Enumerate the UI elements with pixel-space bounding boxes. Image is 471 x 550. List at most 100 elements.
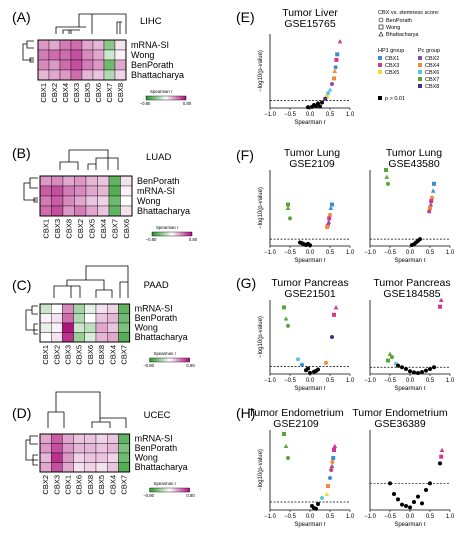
- data-point-circle: [318, 104, 322, 109]
- heatmap-cell: [97, 205, 110, 217]
- heatmap-column-label: CBX2: [41, 475, 50, 495]
- heatmap-cell: [39, 452, 52, 463]
- heatmap-column-label: CBX2: [76, 219, 85, 239]
- data-point-circle: [330, 335, 334, 339]
- heatmap-column-label: CBX8: [116, 83, 125, 103]
- heatmap-cell: [51, 195, 64, 207]
- colorbar-segment: [152, 96, 155, 100]
- heatmap-cell: [62, 175, 75, 187]
- data-point-circle: [329, 468, 334, 472]
- data-point-circle: [404, 504, 408, 508]
- legend-hp1-label: CBX3: [385, 63, 399, 69]
- heatmap-cell: [118, 433, 130, 444]
- x-tick-label: 0.0: [306, 250, 315, 256]
- colorbar-segment: [158, 96, 161, 100]
- data-point-square: [438, 304, 442, 309]
- colorbar-segment: [176, 232, 179, 236]
- data-point-square: [330, 202, 334, 207]
- x-tick-label: −1.0: [364, 250, 377, 256]
- heatmap-cell: [51, 452, 63, 463]
- x-tick-label: 0.0: [406, 378, 415, 384]
- legend-score-label: BenPorath: [386, 18, 412, 24]
- heatmap-cell: [107, 332, 119, 343]
- data-point-square: [429, 199, 434, 204]
- data-point-circle: [320, 100, 324, 105]
- colorbar-segment: [171, 358, 174, 362]
- heatmap-cell: [97, 195, 110, 207]
- data-point-triangle: [333, 305, 339, 310]
- heatmap-cell: [73, 322, 85, 333]
- heatmap-column-label: CBX5: [75, 345, 84, 365]
- heatmap-cell: [95, 443, 108, 454]
- heatmap-cell: [118, 322, 130, 333]
- heatmap-column-label: CBX3: [53, 219, 62, 239]
- colorbar-segment: [182, 232, 185, 236]
- y-axis-label: −log10(p-value): [258, 187, 264, 229]
- heatmap-cell: [39, 313, 52, 324]
- heatmap-cell: [114, 59, 127, 71]
- heatmap-cell: [74, 195, 87, 207]
- x-tick-label: 1.0: [446, 378, 455, 384]
- x-tick-label: −1.0: [264, 514, 277, 520]
- legend-title: CBX vs. stemness score:: [378, 10, 440, 16]
- heatmap-cell: [120, 205, 133, 217]
- colorbar-segment: [188, 232, 191, 236]
- data-point-square: [327, 216, 332, 221]
- colorbar-min-label: −0.80: [140, 101, 151, 106]
- heatmap-row-label: Bhattacharya: [131, 70, 184, 80]
- heatmap-cell: [59, 49, 72, 61]
- x-tick-label: 0.0: [406, 514, 415, 520]
- heatmap-cell: [118, 443, 130, 454]
- data-point-triangle: [326, 219, 332, 224]
- heatmap-row-label: BenPorath: [135, 313, 178, 323]
- x-tick-label: 0.0: [406, 250, 415, 256]
- heatmap-cell: [62, 195, 75, 207]
- x-tick-label: 0.5: [326, 514, 335, 520]
- colorbar-segment: [162, 96, 165, 100]
- heatmap-cell: [39, 433, 52, 444]
- data-point-circle: [306, 366, 310, 371]
- x-tick-label: −1.0: [264, 378, 277, 384]
- x-tick-label: −0.5: [384, 250, 397, 256]
- heatmap-cell: [62, 443, 74, 454]
- panel-letter: (E): [236, 9, 255, 25]
- data-point-triangle: [329, 463, 335, 468]
- heatmap-cell: [107, 462, 119, 473]
- heatmap-cell: [62, 313, 74, 324]
- heatmap-column-label: CBX3: [64, 345, 73, 365]
- heatmap-cell: [62, 303, 74, 314]
- data-point-square: [286, 202, 290, 207]
- data-point-circle: [412, 370, 416, 375]
- colorbar-segment: [160, 96, 163, 100]
- colorbar-segment: [179, 358, 182, 362]
- colorbar-segment: [168, 232, 171, 236]
- x-tick-label: 1.0: [346, 112, 355, 118]
- chart-title: Tumor Pancreas: [271, 277, 348, 289]
- heatmap-cell: [81, 69, 94, 81]
- heatmap-cell: [108, 185, 121, 197]
- chart-subtitle: GSE15765: [284, 18, 336, 30]
- heatmap-column-label: CBX1: [41, 219, 50, 239]
- heatmap-cell: [118, 303, 130, 314]
- data-point-circle: [298, 240, 302, 245]
- colorbar-min-label: −0.80: [143, 493, 154, 498]
- data-point-square: [386, 358, 390, 363]
- colorbar-segment: [172, 96, 175, 100]
- colorbar-segment: [185, 358, 188, 362]
- heatmap-column-label: CBX5: [87, 219, 96, 239]
- legend-pc-label: CBX6: [425, 70, 439, 76]
- heatmap-cell: [74, 185, 87, 197]
- colorbar-segment: [156, 96, 159, 100]
- data-point-circle: [328, 212, 332, 217]
- heatmap-column-label: CBX6: [75, 475, 84, 495]
- heatmap-cell: [39, 332, 52, 343]
- x-axis-label: Spearman r: [294, 522, 325, 528]
- data-point-circle: [420, 501, 424, 506]
- heatmap-cell: [107, 443, 119, 454]
- heatmap-cell: [73, 332, 85, 343]
- heatmap-cell: [103, 69, 116, 81]
- legend-circle-marker: [378, 17, 384, 23]
- data-point-circle: [330, 81, 334, 86]
- heatmap-cell: [39, 175, 52, 187]
- heatmap-cell: [84, 443, 97, 454]
